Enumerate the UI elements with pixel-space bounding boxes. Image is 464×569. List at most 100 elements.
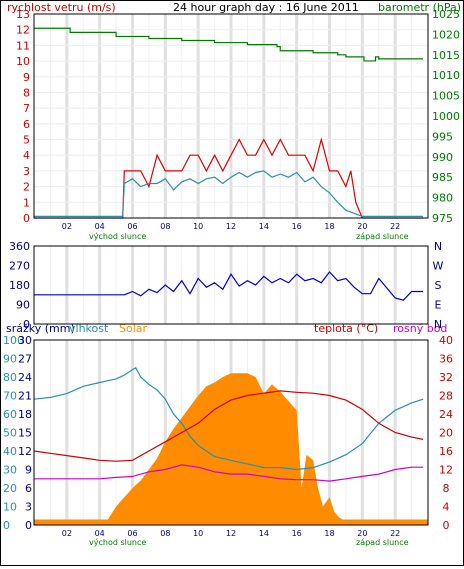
- y-tick-baro-990: 990: [432, 151, 453, 164]
- y-tick-baro-975: 975: [432, 212, 453, 225]
- y-tick-baro-980: 980: [432, 192, 453, 205]
- y-tick-humidity-0: 0: [3, 519, 10, 532]
- x-tick-p1-20: 20: [357, 222, 367, 231]
- y-tick-baro-1000: 1000: [432, 110, 460, 123]
- x-tick-p1-04: 04: [95, 222, 105, 231]
- x-tick-p3-12: 12: [226, 529, 236, 538]
- x-tick-p3-18: 18: [324, 529, 334, 538]
- y-tick-humidity-50: 50: [3, 427, 17, 440]
- x-tick-p1-02: 02: [62, 222, 72, 231]
- y-tick-wind-5: 5: [23, 134, 30, 147]
- dewpoint-axis-label: rosný bod: [393, 322, 447, 335]
- precip-axis-label: srážky (mm): [6, 322, 75, 335]
- y-tick-temp-32: 32: [439, 371, 453, 384]
- y-tick-wind-9: 9: [23, 71, 30, 84]
- sunrise-label-top: východ slunce: [89, 232, 146, 241]
- y-tick-humidity-90: 90: [3, 353, 17, 366]
- y-tick-precip-30: 30: [18, 334, 32, 347]
- compass-e-3: E: [435, 299, 442, 312]
- y-tick-temp-12: 12: [439, 464, 453, 477]
- y-tick-dir-0: 0: [23, 318, 30, 331]
- series-barometr: [34, 27, 424, 62]
- y-tick-wind-7: 7: [23, 102, 30, 115]
- y-tick-precip-21: 21: [18, 390, 32, 403]
- x-tick-p1-10: 10: [193, 222, 203, 231]
- y-tick-precip-18: 18: [18, 408, 32, 421]
- x-tick-p3-06: 06: [127, 529, 137, 538]
- plot-frame-1: [33, 13, 429, 219]
- solar-axis-label: Solar: [119, 322, 148, 335]
- y-tick-humidity-100: 100: [3, 334, 24, 347]
- series-teplota-c: [33, 390, 424, 462]
- x-tick-p3-22: 22: [390, 529, 400, 538]
- y-tick-humidity-70: 70: [3, 390, 17, 403]
- series-wind-direction: [34, 271, 424, 301]
- y-tick-precip-9: 9: [25, 464, 32, 477]
- y-tick-temp-20: 20: [439, 427, 453, 440]
- y-tick-precip-24: 24: [18, 371, 32, 384]
- x-tick-p3-20: 20: [357, 529, 367, 538]
- x-tick-p3-10: 10: [193, 529, 203, 538]
- y-tick-precip-0: 0: [25, 519, 32, 532]
- y-tick-temp-8: 8: [443, 482, 450, 495]
- compass-n-4: N: [434, 318, 442, 331]
- y-tick-baro-1020: 1020: [432, 28, 460, 41]
- y-tick-precip-3: 3: [25, 501, 32, 514]
- plot-frame-3: [33, 339, 429, 526]
- y-tick-wind-10: 10: [16, 55, 30, 68]
- y-tick-wind-0: 0: [23, 212, 30, 225]
- humidity-axis-label: vlhkost: [69, 322, 109, 335]
- x-tick-p3-14: 14: [259, 529, 269, 538]
- y-tick-dir-270: 270: [9, 260, 30, 273]
- x-tick-p3-16: 16: [292, 529, 302, 538]
- series-rychlost-vetru-gust-: [34, 137, 424, 219]
- y-tick-precip-27: 27: [18, 353, 32, 366]
- y-tick-baro-995: 995: [432, 130, 453, 143]
- y-tick-precip-15: 15: [18, 427, 32, 440]
- y-tick-humidity-60: 60: [3, 408, 17, 421]
- x-tick-p1-16: 16: [292, 222, 302, 231]
- x-tick-p3-08: 08: [160, 529, 170, 538]
- x-tick-p1-06: 06: [127, 222, 137, 231]
- wind-axis-label: rychlost vetru (m/s): [7, 1, 116, 14]
- y-tick-temp-28: 28: [439, 390, 453, 403]
- sunrise-label-bottom: východ slunce: [89, 538, 146, 547]
- y-tick-precip-6: 6: [25, 482, 32, 495]
- y-tick-wind-13: 13: [16, 8, 30, 21]
- series-rosn-bod: [34, 464, 424, 482]
- x-tick-p1-08: 08: [160, 222, 170, 231]
- y-tick-baro-1015: 1015: [432, 49, 460, 62]
- chart-title: 24 hour graph day : 16 June 2011: [173, 1, 359, 14]
- y-tick-baro-1010: 1010: [432, 69, 460, 82]
- sunset-label-top: západ slunce: [356, 232, 409, 241]
- series-solar: [34, 373, 428, 525]
- y-tick-humidity-30: 30: [3, 464, 17, 477]
- y-tick-temp-0: 0: [443, 519, 450, 532]
- y-tick-humidity-40: 40: [3, 445, 17, 458]
- y-tick-baro-1005: 1005: [432, 90, 460, 103]
- y-tick-dir-180: 180: [9, 279, 30, 292]
- y-tick-baro-985: 985: [432, 171, 453, 184]
- y-tick-wind-4: 4: [23, 149, 30, 162]
- y-tick-temp-4: 4: [443, 501, 450, 514]
- y-tick-humidity-20: 20: [3, 482, 17, 495]
- y-tick-precip-12: 12: [18, 445, 32, 458]
- plot-frame-2: [33, 245, 429, 325]
- y-tick-temp-36: 36: [439, 353, 453, 366]
- x-tick-p1-14: 14: [259, 222, 269, 231]
- y-tick-wind-2: 2: [23, 181, 30, 194]
- y-tick-humidity-10: 10: [3, 501, 17, 514]
- temperature-axis-label: teplota (°C): [314, 322, 378, 335]
- x-tick-p3-02: 02: [62, 529, 72, 538]
- y-tick-wind-8: 8: [23, 86, 30, 99]
- compass-n-0: N: [434, 240, 442, 253]
- y-tick-wind-1: 1: [23, 196, 30, 209]
- y-tick-wind-3: 3: [23, 165, 30, 178]
- series-rychlost-vetru-avg-: [34, 170, 424, 217]
- compass-w-1: W: [433, 260, 444, 273]
- y-tick-dir-90: 90: [16, 299, 30, 312]
- x-tick-p1-18: 18: [324, 222, 334, 231]
- compass-s-2: S: [435, 279, 442, 292]
